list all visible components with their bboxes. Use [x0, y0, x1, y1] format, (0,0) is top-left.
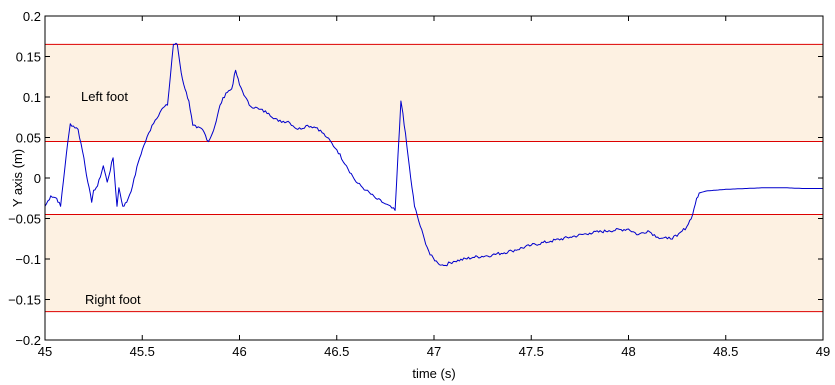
annotation-right-foot: Right foot [85, 292, 141, 307]
series-layer [44, 42, 823, 267]
x-tick-label: 45 [38, 344, 52, 359]
foot-bands [45, 44, 823, 312]
y-tick-label: 0.05 [16, 131, 41, 146]
y-axis-label: Y axis (m) [10, 149, 25, 207]
y-tick-label: 0 [34, 171, 41, 186]
y-tick-label: 0.15 [16, 50, 41, 65]
x-tick-label: 49 [816, 344, 830, 359]
band-annotations: Left foot Right foot [81, 89, 141, 307]
y-tick-label: −0.05 [8, 212, 41, 227]
x-tick-label: 48.5 [713, 344, 738, 359]
y-tick-label: −0.2 [15, 333, 41, 348]
band-right-foot [45, 214, 823, 312]
y-tick-label: −0.15 [8, 293, 41, 308]
x-axis-label: time (s) [412, 366, 455, 381]
y-tick-label: 0.2 [23, 9, 41, 24]
x-tick-label: 45.5 [130, 344, 155, 359]
band-left-foot [45, 44, 823, 142]
x-tick-label: 46.5 [324, 344, 349, 359]
x-tick-label: 46 [232, 344, 246, 359]
x-tick-label: 47.5 [519, 344, 544, 359]
y-tick-label: −0.1 [15, 252, 41, 267]
x-tick-label: 48 [621, 344, 635, 359]
x-axis-ticks: 45 45.5 46 46.5 47 47.5 48 48.5 49 [38, 16, 830, 359]
series-line-0 [44, 42, 823, 267]
annotation-left-foot: Left foot [81, 89, 128, 104]
y-axis-ticks: −0.2 −0.15 −0.1 −0.05 0 0.05 0.1 0.15 0.2 [8, 9, 823, 348]
x-tick-label: 47 [427, 344, 441, 359]
y-tick-label: 0.1 [23, 90, 41, 105]
